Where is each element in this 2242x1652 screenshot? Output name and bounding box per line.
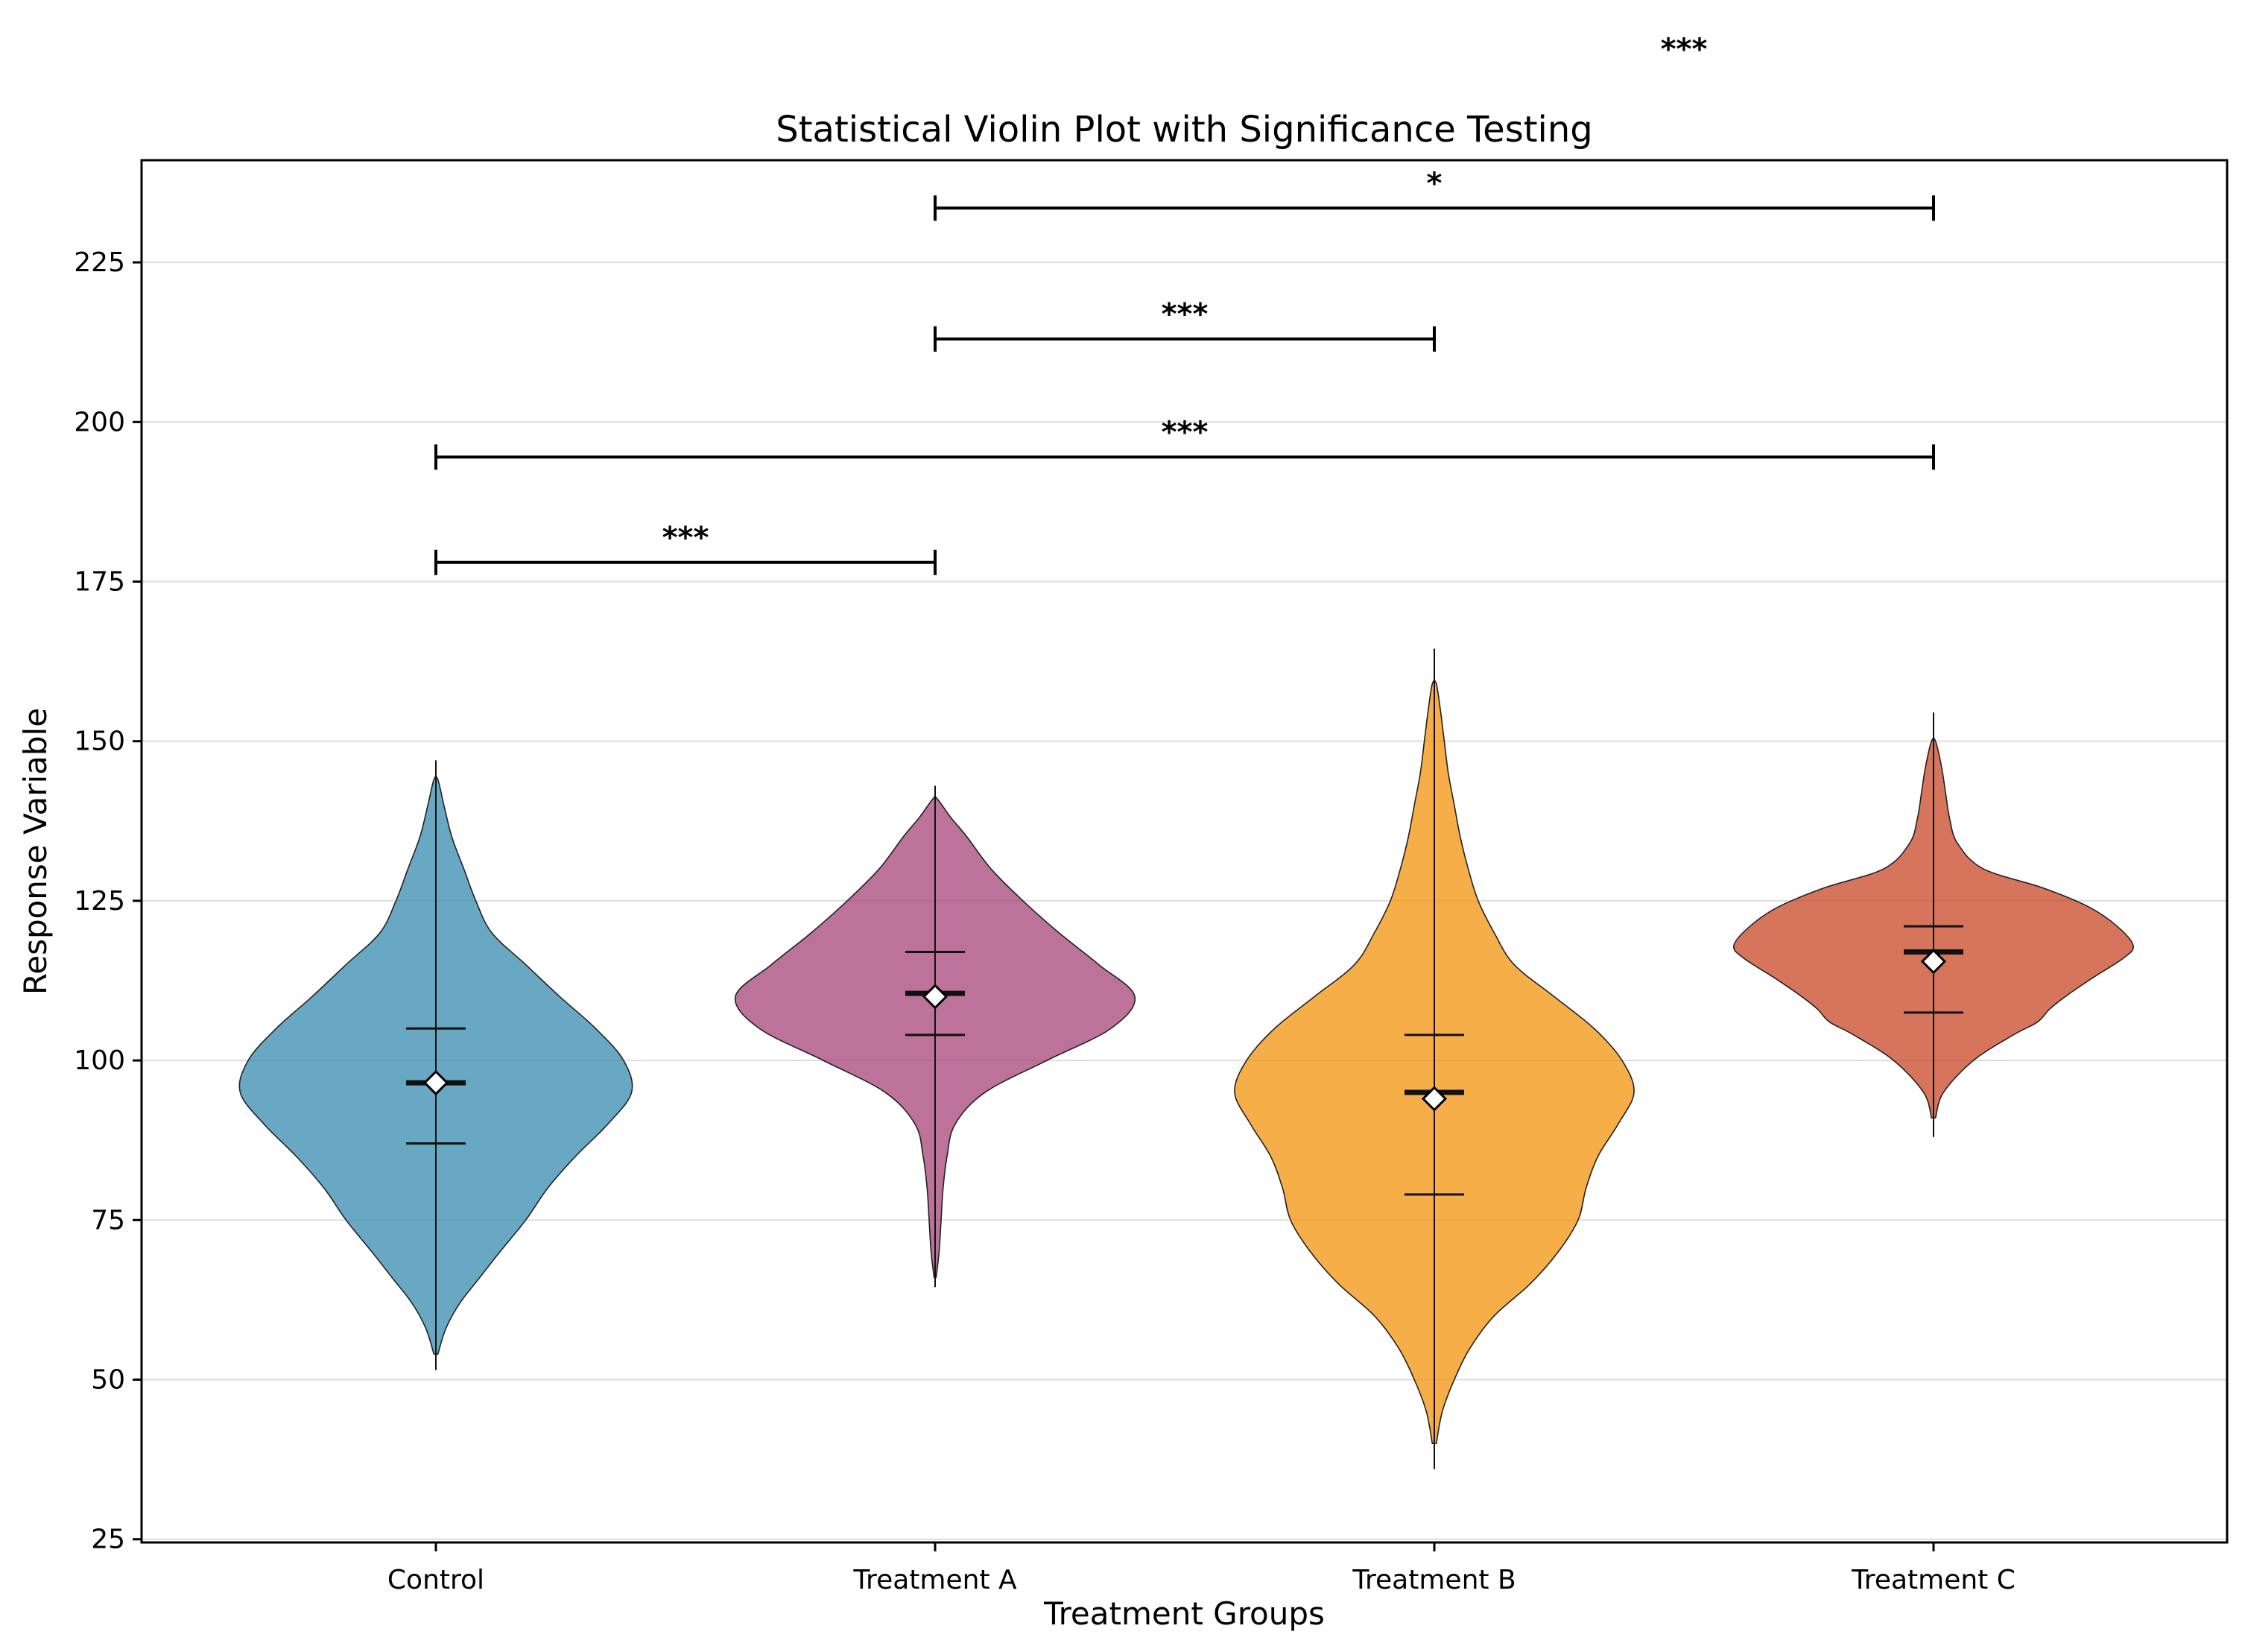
violin-layer: [238, 680, 2134, 1444]
mean-marker: [1421, 1086, 1448, 1112]
y-tick-label: 150: [74, 727, 125, 757]
mean-marker: [1920, 949, 1947, 975]
y-tick-label: 125: [74, 886, 125, 917]
mean-marker: [922, 984, 949, 1010]
plot-frame: [140, 159, 2229, 1544]
significance-layer: *************: [434, 32, 1935, 575]
mean-marker: [422, 1069, 449, 1096]
significance-label: ***: [662, 521, 709, 555]
y-tick-label: 100: [74, 1045, 125, 1076]
y-tick-label: 175: [74, 566, 125, 597]
y-tick-label: 50: [91, 1365, 125, 1396]
x-axis-title: Treatment Groups: [1043, 1595, 1325, 1632]
y-tick-label: 200: [74, 407, 125, 437]
stats-layer: [406, 648, 1963, 1469]
significance-label: ***: [1162, 415, 1209, 449]
chart-title: Statistical Violin Plot with Significanc…: [776, 109, 1593, 151]
y-tick-label: 225: [74, 247, 125, 278]
x-tick-label: Control: [387, 1565, 484, 1595]
x-tick-label: Treatment C: [1851, 1565, 2015, 1595]
y-tick-label: 25: [91, 1525, 125, 1555]
y-tick-label: 75: [91, 1205, 125, 1235]
x-tick-label: Treatment B: [1352, 1565, 1516, 1595]
x-tick-label: Treatment A: [852, 1565, 1017, 1595]
significance-label: ***: [1661, 32, 1708, 66]
axis-layer: 25 50 75 100 125 150 175 200 225 Control Treatment…: [74, 247, 2015, 1595]
significance-label: ***: [1162, 297, 1209, 332]
significance-label: *: [1427, 166, 1443, 200]
y-axis-title: Response Variable: [17, 708, 54, 995]
